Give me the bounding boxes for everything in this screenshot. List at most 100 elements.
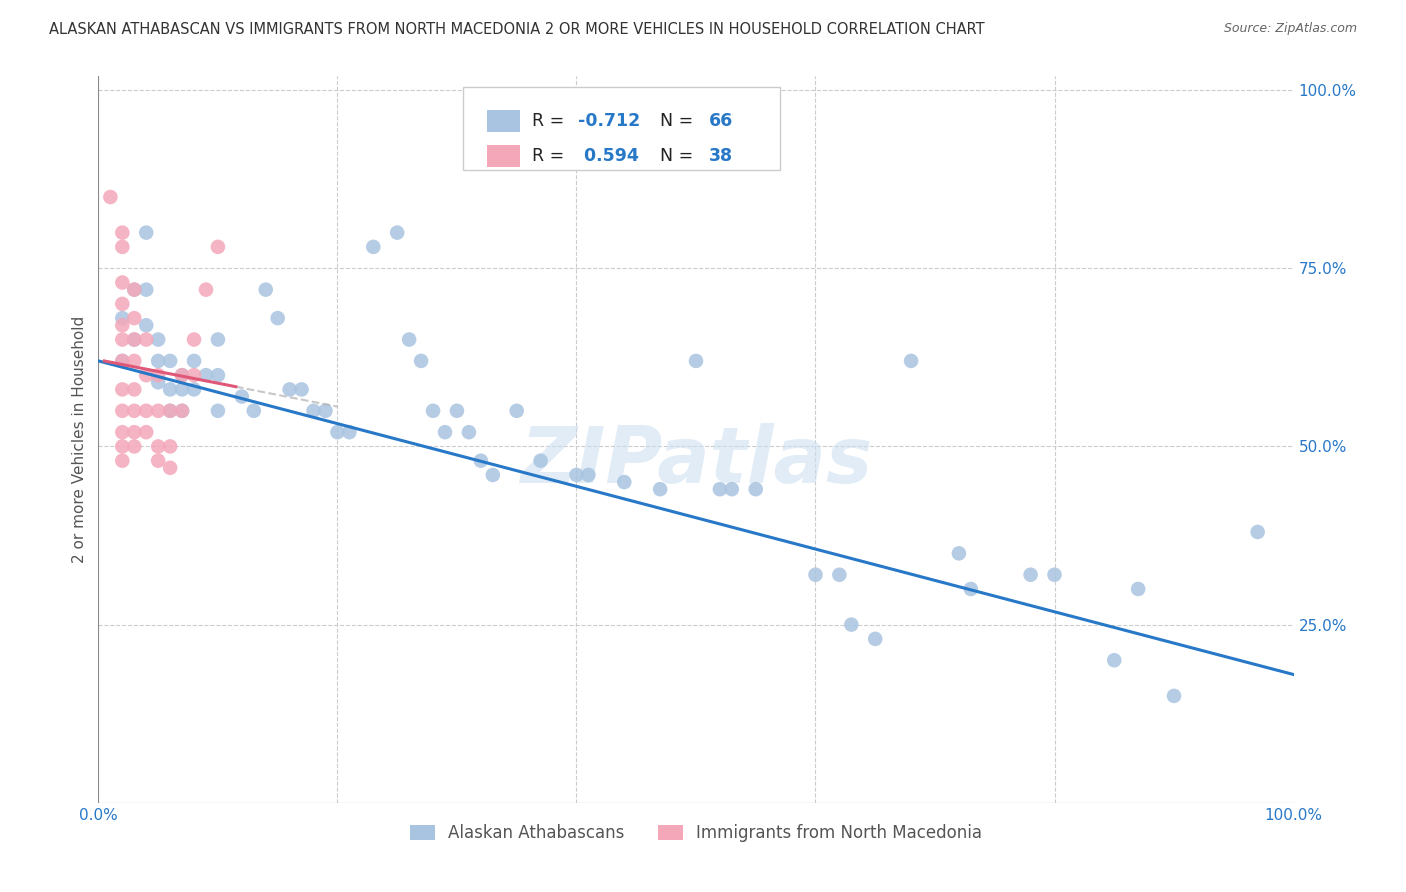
Point — [243, 404, 266, 418]
Point — [422, 404, 444, 418]
Point — [865, 632, 887, 646]
Point — [124, 404, 146, 418]
Point — [470, 453, 492, 467]
Point — [111, 311, 134, 326]
Point — [159, 404, 181, 418]
Point — [135, 333, 157, 347]
FancyBboxPatch shape — [486, 145, 520, 167]
Point — [183, 383, 205, 397]
Point — [302, 404, 325, 418]
Point — [721, 482, 744, 496]
Point — [172, 368, 194, 383]
Point — [159, 460, 181, 475]
Point — [111, 276, 134, 290]
Point — [148, 404, 170, 418]
Point — [159, 354, 181, 368]
Point — [111, 404, 134, 418]
Point — [111, 240, 134, 254]
Point — [111, 354, 134, 368]
Text: N =: N = — [650, 147, 699, 165]
Point — [124, 425, 146, 440]
Point — [148, 376, 170, 390]
Point — [254, 283, 277, 297]
Point — [481, 467, 505, 482]
Point — [411, 354, 433, 368]
Point — [398, 333, 420, 347]
Point — [148, 333, 170, 347]
Point — [135, 318, 157, 333]
Point — [207, 368, 229, 383]
Point — [195, 283, 218, 297]
Point — [148, 453, 170, 467]
Point — [578, 467, 600, 482]
Text: N =: N = — [650, 112, 699, 130]
Point — [135, 283, 157, 297]
Legend: Alaskan Athabascans, Immigrants from North Macedonia: Alaskan Athabascans, Immigrants from Nor… — [404, 818, 988, 849]
Point — [195, 368, 218, 383]
Point — [231, 390, 253, 404]
Point — [291, 383, 314, 397]
Point — [111, 226, 134, 240]
Point — [159, 439, 181, 453]
Point — [98, 190, 122, 204]
Point — [148, 354, 170, 368]
Point — [172, 404, 194, 418]
Point — [207, 333, 229, 347]
Point — [111, 333, 134, 347]
Point — [124, 383, 146, 397]
Point — [1163, 689, 1185, 703]
Point — [172, 368, 194, 383]
Point — [135, 226, 157, 240]
Point — [111, 439, 134, 453]
Point — [124, 333, 146, 347]
Point — [111, 297, 134, 311]
Text: 0.594: 0.594 — [578, 147, 638, 165]
Point — [183, 368, 205, 383]
Point — [124, 354, 146, 368]
Point — [385, 226, 409, 240]
Text: R =: R = — [533, 112, 569, 130]
Point — [434, 425, 457, 440]
Point — [207, 240, 229, 254]
Point — [267, 311, 290, 326]
Text: R =: R = — [533, 147, 569, 165]
Point — [278, 383, 301, 397]
Text: ZIPatlas: ZIPatlas — [520, 423, 872, 500]
Point — [458, 425, 481, 440]
Text: Source: ZipAtlas.com: Source: ZipAtlas.com — [1223, 22, 1357, 36]
Text: 66: 66 — [709, 112, 734, 130]
Point — [506, 404, 529, 418]
Point — [1104, 653, 1126, 667]
Point — [207, 404, 229, 418]
Point — [828, 567, 851, 582]
Point — [446, 404, 468, 418]
Point — [315, 404, 337, 418]
Point — [804, 567, 827, 582]
Point — [326, 425, 349, 440]
Point — [363, 240, 385, 254]
Point — [900, 354, 922, 368]
Point — [111, 425, 134, 440]
Point — [124, 439, 146, 453]
Point — [339, 425, 361, 440]
Point — [135, 404, 157, 418]
Text: 38: 38 — [709, 147, 734, 165]
Point — [613, 475, 636, 489]
Point — [960, 582, 983, 596]
Point — [948, 546, 970, 560]
Point — [111, 453, 134, 467]
Point — [1128, 582, 1150, 596]
Point — [111, 354, 134, 368]
Point — [1247, 524, 1270, 539]
Point — [124, 283, 146, 297]
Point — [648, 482, 672, 496]
Point — [172, 404, 194, 418]
Point — [135, 368, 157, 383]
Point — [124, 333, 146, 347]
Text: -0.712: -0.712 — [578, 112, 640, 130]
Point — [124, 283, 146, 297]
Point — [1019, 567, 1042, 582]
FancyBboxPatch shape — [463, 87, 780, 170]
Point — [565, 467, 588, 482]
Point — [745, 482, 768, 496]
